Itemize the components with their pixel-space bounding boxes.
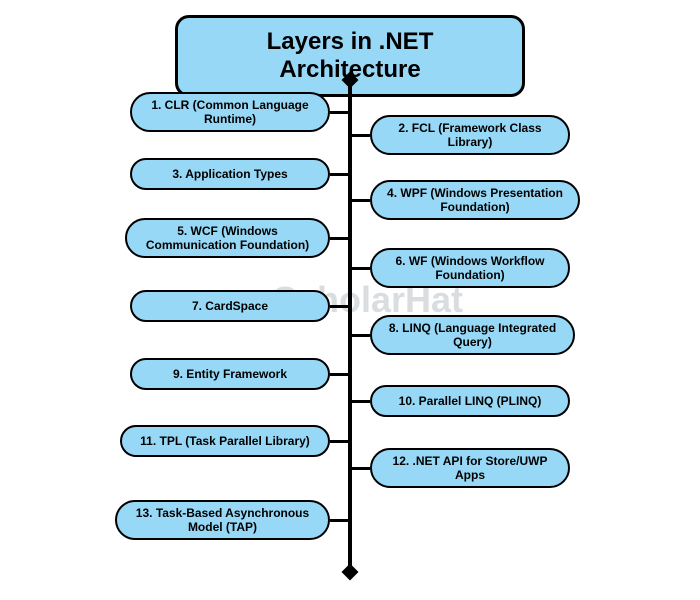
connector (330, 305, 350, 308)
layer-node: 7. CardSpace (130, 290, 330, 322)
layer-node-label: 7. CardSpace (192, 299, 268, 313)
connector (330, 111, 350, 114)
connector (350, 334, 370, 337)
layer-node-label: 11. TPL (Task Parallel Library) (140, 434, 310, 448)
layer-node-label: 9. Entity Framework (173, 367, 287, 381)
layer-node-label: 5. WCF (Windows Communication Foundation… (141, 224, 314, 252)
layer-node: 9. Entity Framework (130, 358, 330, 390)
connector (350, 467, 370, 470)
connector (350, 199, 370, 202)
layer-node: 3. Application Types (130, 158, 330, 190)
layer-node-label: 1. CLR (Common Language Runtime) (146, 98, 314, 126)
connector (350, 400, 370, 403)
layer-node: 12. .NET API for Store/UWP Apps (370, 448, 570, 488)
connector (330, 237, 350, 240)
layer-node: 13. Task-Based Asynchronous Model (TAP) (115, 500, 330, 540)
connector (330, 519, 350, 522)
layer-node-label: 10. Parallel LINQ (PLINQ) (399, 394, 542, 408)
layer-node-label: 4. WPF (Windows Presentation Foundation) (386, 186, 564, 214)
layer-node: 11. TPL (Task Parallel Library) (120, 425, 330, 457)
connector (330, 373, 350, 376)
layer-node: 10. Parallel LINQ (PLINQ) (370, 385, 570, 417)
connector (350, 267, 370, 270)
layer-node-label: 12. .NET API for Store/UWP Apps (386, 454, 554, 482)
spine-diamond-bottom (342, 564, 359, 581)
connector (330, 173, 350, 176)
layer-node: 6. WF (Windows Workflow Foundation) (370, 248, 570, 288)
connector (330, 440, 350, 443)
layer-node: 1. CLR (Common Language Runtime) (130, 92, 330, 132)
timeline-spine (348, 78, 352, 572)
layer-node: 8. LINQ (Language Integrated Query) (370, 315, 575, 355)
layer-node-label: 2. FCL (Framework Class Library) (386, 121, 554, 149)
layer-node-label: 13. Task-Based Asynchronous Model (TAP) (131, 506, 314, 534)
layer-node: 5. WCF (Windows Communication Foundation… (125, 218, 330, 258)
layer-node-label: 8. LINQ (Language Integrated Query) (386, 321, 559, 349)
layer-node: 2. FCL (Framework Class Library) (370, 115, 570, 155)
connector (350, 134, 370, 137)
layer-node-label: 3. Application Types (172, 167, 287, 181)
layer-node: 4. WPF (Windows Presentation Foundation) (370, 180, 580, 220)
layer-node-label: 6. WF (Windows Workflow Foundation) (386, 254, 554, 282)
